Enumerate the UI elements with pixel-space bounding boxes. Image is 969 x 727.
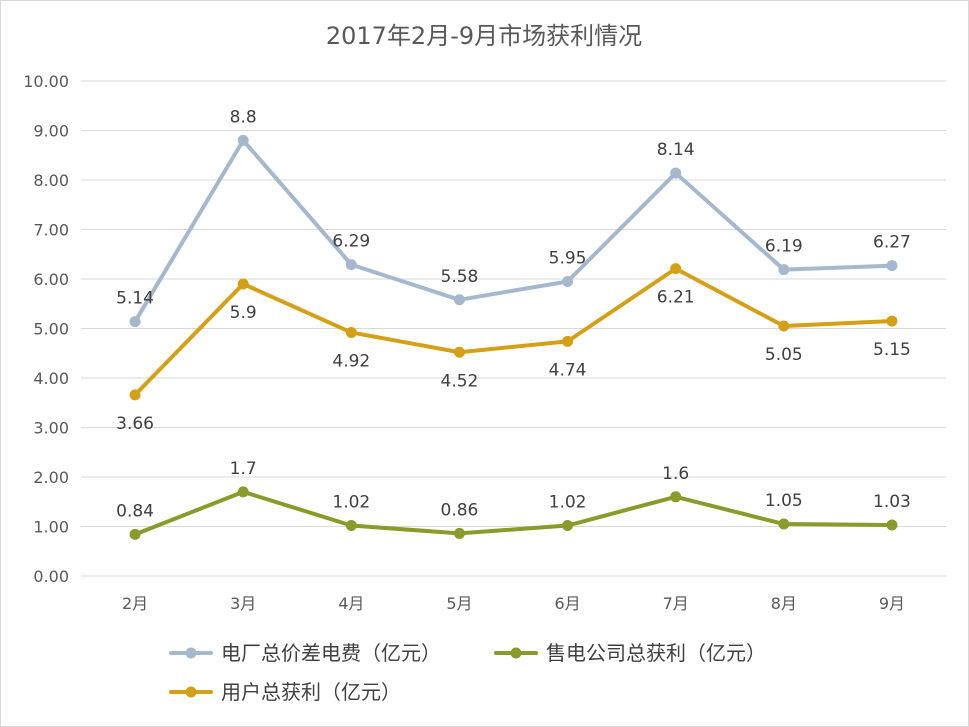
data-label: 0.84	[116, 501, 154, 521]
data-point	[345, 259, 357, 271]
data-point	[886, 519, 898, 531]
data-point	[129, 316, 141, 328]
data-label: 8.8	[230, 107, 257, 127]
data-label: 6.21	[657, 288, 695, 308]
data-label: 1.02	[549, 493, 587, 513]
data-label: 5.14	[116, 289, 154, 309]
data-point	[129, 528, 141, 540]
data-point	[453, 294, 465, 306]
y-tick-label: 9.00	[33, 122, 69, 141]
y-tick-label: 7.00	[33, 221, 69, 240]
data-point	[886, 260, 898, 272]
data-point	[562, 335, 574, 347]
x-tick-label: 3月	[230, 594, 256, 613]
legend-swatch-marker	[510, 647, 522, 659]
data-label: 1.02	[332, 493, 370, 513]
data-label: 0.86	[441, 500, 479, 520]
data-label: 1.6	[662, 464, 689, 484]
data-label: 3.66	[116, 414, 154, 434]
data-label: 8.14	[657, 140, 695, 160]
y-tick-label: 0.00	[33, 567, 69, 586]
data-label: 1.05	[765, 491, 803, 511]
data-point	[778, 518, 790, 530]
series-line	[133, 489, 894, 537]
data-label: 5.15	[873, 340, 911, 360]
data-label: 5.58	[441, 267, 479, 287]
y-tick-label: 4.00	[33, 369, 69, 388]
data-point	[670, 167, 682, 179]
y-tick-label: 10.00	[23, 72, 69, 91]
x-tick-label: 7月	[663, 594, 689, 613]
y-tick-label: 5.00	[33, 320, 69, 339]
data-point	[562, 275, 574, 287]
data-label: 1.7	[230, 459, 257, 479]
x-axis: 2月 3月 4月 5月 6月 7月 8月 9月	[122, 594, 905, 613]
y-tick-label: 3.00	[33, 419, 69, 438]
gridlines	[81, 80, 946, 577]
chart-title: 2017年2月-9月市场获利情况	[326, 22, 642, 50]
data-point	[453, 346, 465, 358]
legend-swatch-marker	[185, 647, 197, 659]
data-label: 4.92	[332, 351, 370, 371]
x-tick-label: 9月	[879, 594, 905, 613]
data-point	[237, 486, 249, 498]
data-point	[670, 491, 682, 503]
data-labels: 5.14 8.8 6.29 5.58 5.95 8.14 6.19 6.27 0.84 1.7 1.…	[116, 107, 911, 521]
legend-item: 用户总获利（亿元）	[169, 680, 401, 704]
x-tick-label: 2月	[122, 594, 148, 613]
data-label: 6.27	[873, 233, 911, 253]
data-label: 6.29	[332, 232, 370, 252]
y-tick-label: 8.00	[33, 171, 69, 190]
legend-item: 电厂总价差电费（亿元）	[169, 641, 441, 665]
y-tick-label: 1.00	[33, 518, 69, 537]
data-point	[237, 134, 249, 146]
x-tick-label: 6月	[554, 594, 580, 613]
legend-swatch-marker	[185, 686, 197, 698]
data-point	[453, 527, 465, 539]
data-point	[886, 315, 898, 327]
legend-label: 用户总获利（亿元）	[221, 680, 401, 704]
series-line	[133, 266, 894, 397]
data-point	[778, 264, 790, 276]
data-point	[237, 278, 249, 290]
legend: 电厂总价差电费（亿元） 售电公司总获利（亿元） 用户总获利（亿元）	[169, 641, 766, 704]
series-line	[133, 138, 894, 324]
y-axis: 0.00 1.00 2.00 3.00 4.00 5.00 6.00 7.00 8.00 9.00…	[23, 72, 69, 586]
x-tick-label: 4月	[338, 594, 364, 613]
data-point	[345, 326, 357, 338]
data-point	[670, 263, 682, 275]
data-label: 4.74	[549, 360, 587, 380]
legend-label: 售电公司总获利（亿元）	[546, 641, 766, 665]
series-layer	[129, 134, 898, 540]
legend-item: 售电公司总获利（亿元）	[494, 641, 766, 665]
legend-label: 电厂总价差电费（亿元）	[221, 641, 441, 665]
data-label: 5.95	[549, 248, 587, 268]
data-point	[778, 320, 790, 332]
data-point	[562, 520, 574, 532]
y-tick-label: 2.00	[33, 468, 69, 487]
data-label: 5.9	[230, 303, 257, 323]
x-tick-label: 5月	[446, 594, 472, 613]
data-label: 1.03	[873, 492, 911, 512]
data-point	[129, 389, 141, 401]
data-point	[345, 520, 357, 532]
data-label: 6.19	[765, 237, 803, 257]
x-tick-label: 8月	[771, 594, 797, 613]
data-label: 4.52	[441, 371, 479, 391]
data-label: 5.05	[765, 345, 803, 365]
y-tick-label: 6.00	[33, 270, 69, 289]
